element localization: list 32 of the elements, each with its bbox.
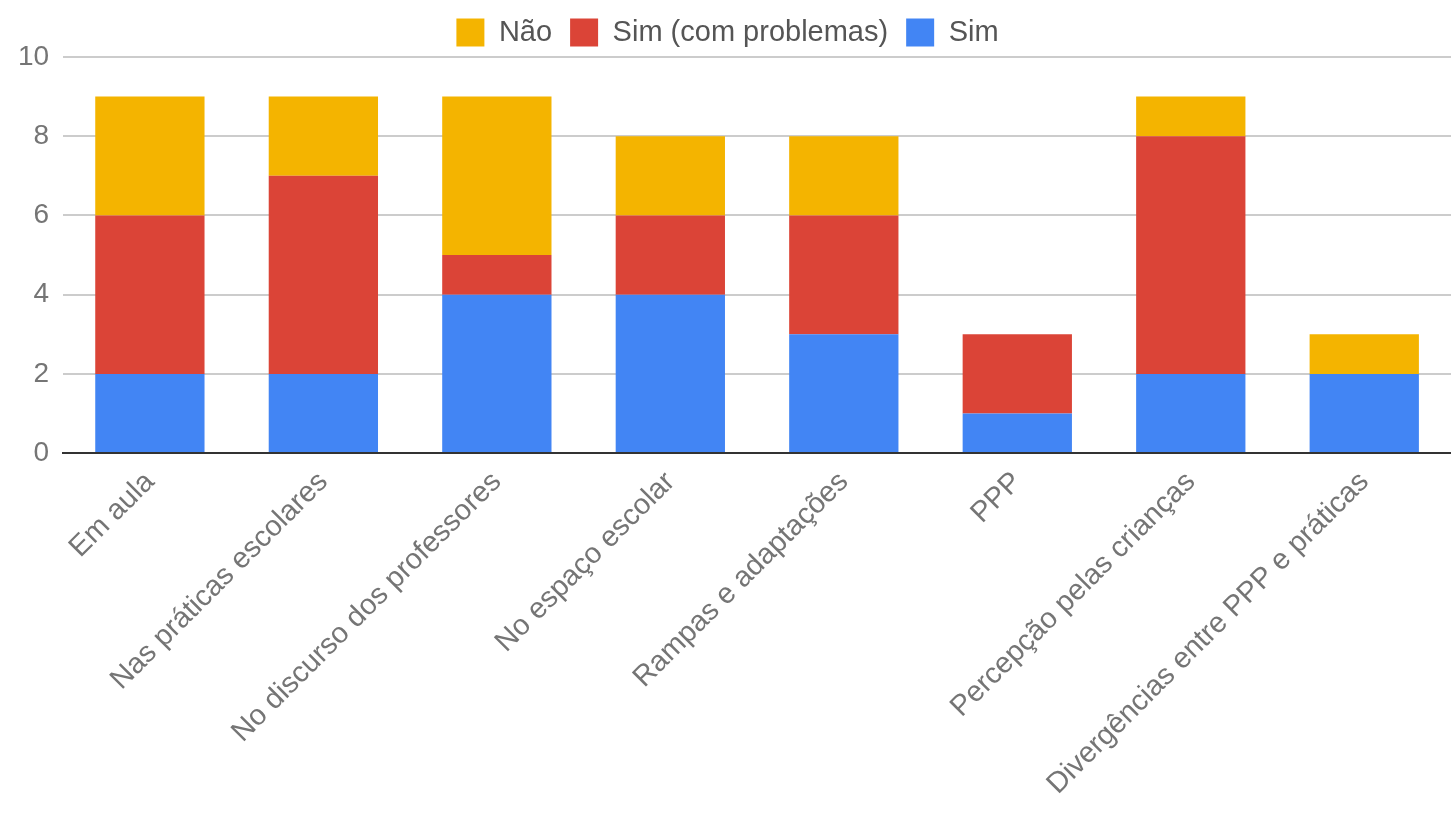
bar bbox=[95, 215, 205, 374]
legend-label: Sim bbox=[948, 14, 999, 47]
bar bbox=[1136, 373, 1246, 453]
bar bbox=[615, 215, 725, 295]
bar bbox=[789, 136, 899, 216]
bar bbox=[268, 96, 379, 176]
x-tick-label: Em aula bbox=[61, 464, 161, 563]
y-tick-label: 4 bbox=[33, 277, 50, 309]
legend-label: Não bbox=[498, 14, 553, 47]
bar bbox=[442, 255, 552, 295]
bar bbox=[1309, 373, 1419, 453]
bar bbox=[962, 334, 1072, 414]
bar bbox=[1309, 334, 1419, 374]
bar bbox=[442, 294, 552, 453]
bar bbox=[615, 294, 725, 453]
bar bbox=[962, 413, 1072, 453]
bar bbox=[95, 373, 205, 453]
bar bbox=[95, 96, 205, 216]
bar bbox=[442, 96, 552, 256]
y-tick-label: 10 bbox=[17, 39, 50, 71]
bar bbox=[1136, 136, 1246, 374]
y-tick-label: 8 bbox=[33, 118, 50, 150]
bar bbox=[789, 334, 899, 453]
bar bbox=[1136, 96, 1246, 137]
y-tick-label: 6 bbox=[33, 198, 50, 230]
bar bbox=[789, 215, 899, 335]
bar bbox=[615, 136, 725, 216]
legend-label: Sim (com problemas) bbox=[612, 14, 889, 47]
bar bbox=[268, 175, 379, 374]
y-tick-label: 2 bbox=[33, 356, 50, 388]
y-tick-label: 0 bbox=[33, 435, 50, 467]
bar bbox=[268, 373, 379, 453]
